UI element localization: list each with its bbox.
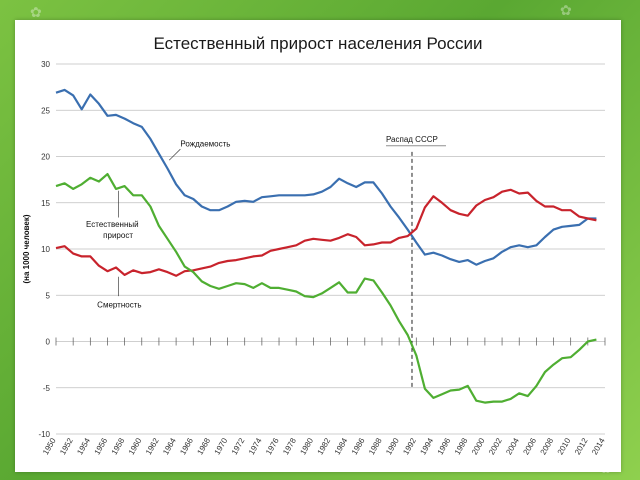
- series-line-natural: [55, 173, 597, 404]
- ussr-collapse-label: Распад СССР: [386, 135, 438, 144]
- x-tick-label: 1954: [75, 436, 92, 456]
- series-line-death: [55, 188, 597, 277]
- x-tick-label: 2000: [470, 436, 487, 456]
- x-tick-label: 1958: [110, 436, 127, 456]
- chart-title: Естественный прирост населения России: [153, 34, 483, 53]
- x-tick-label: 1974: [247, 436, 264, 456]
- x-tick-label: 1998: [453, 436, 470, 456]
- x-tick-label: 1994: [418, 436, 435, 456]
- death-rate-label: Смертность: [97, 300, 141, 309]
- y-tick-label: 0: [46, 338, 51, 347]
- x-tick-label: 1972: [230, 436, 247, 456]
- x-tick-label: 1970: [213, 436, 230, 456]
- y-tick-label: 5: [46, 291, 51, 300]
- natural-growth-label: Естественный: [86, 220, 139, 229]
- birth-rate-label: Рождаемость: [180, 139, 230, 148]
- birth-rate-leader: [169, 148, 181, 161]
- x-tick-label: 2012: [573, 436, 590, 456]
- y-tick-label: 10: [41, 245, 50, 254]
- y-tick-label: -10: [38, 430, 50, 439]
- x-tick-label: 2008: [539, 436, 556, 456]
- leaf-decoration-icon: ✿: [560, 2, 572, 18]
- x-tick-label: 1968: [195, 436, 212, 456]
- slide: Естественный прирост населения России 30…: [15, 20, 621, 472]
- x-tick-label: 2002: [487, 436, 504, 456]
- x-tick-label: 1996: [436, 436, 453, 456]
- natural-growth-label-2: прирост: [103, 231, 133, 240]
- x-tick-label: 1964: [161, 436, 178, 456]
- y-tick-label: 15: [41, 199, 50, 208]
- x-tick-label: 1990: [384, 436, 401, 456]
- x-tick-label: 1956: [93, 436, 110, 456]
- x-tick-label: 2010: [556, 436, 573, 456]
- x-tick-label: 1980: [298, 436, 315, 456]
- x-tick-label: 1992: [401, 436, 418, 456]
- y-tick-label: 30: [41, 60, 50, 69]
- x-tick-label: 1962: [144, 436, 161, 456]
- x-tick-label: 1976: [264, 436, 281, 456]
- x-tick-label: 1950: [41, 436, 58, 456]
- x-tick-label: 2014: [590, 436, 607, 456]
- x-tick-label: 1984: [333, 436, 350, 456]
- y-tick-label: -5: [43, 384, 51, 393]
- x-tick-label: 1966: [178, 436, 195, 456]
- y-tick-label: 25: [41, 106, 50, 115]
- x-tick-label: 2006: [521, 436, 538, 456]
- x-tick-label: 1988: [367, 436, 384, 456]
- y-axis-label: (на 1000 человек): [22, 214, 31, 283]
- x-tick-label: 2004: [504, 436, 521, 456]
- x-tick-label: 1978: [281, 436, 298, 456]
- x-tick-label: 1952: [58, 436, 75, 456]
- y-tick-label: 20: [41, 153, 50, 162]
- x-tick-label: 1960: [127, 436, 144, 456]
- series-line-birth: [55, 88, 597, 266]
- x-tick-label: 1982: [316, 436, 333, 456]
- leaf-decoration-icon: ✿: [30, 4, 42, 20]
- x-tick-label: 1986: [350, 436, 367, 456]
